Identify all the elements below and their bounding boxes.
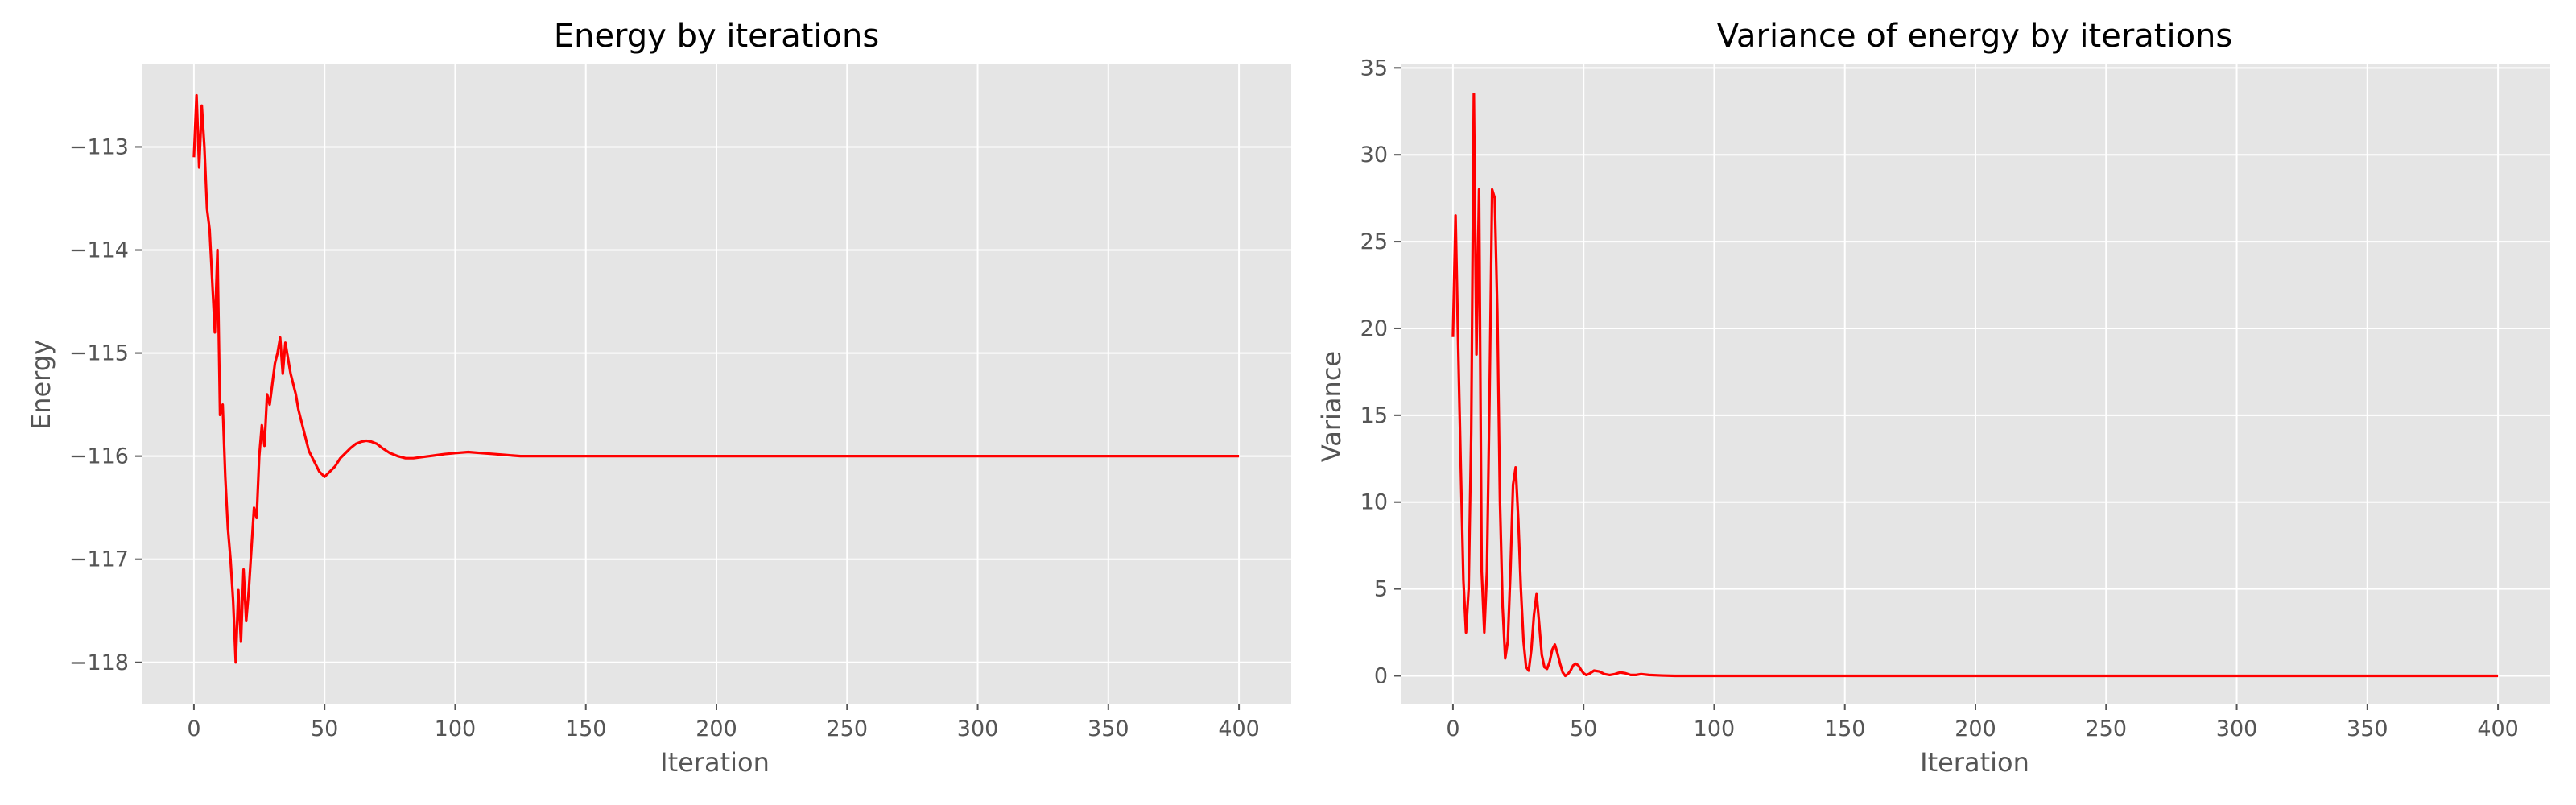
x-tick-label: 350 xyxy=(1088,716,1129,741)
y-tick-label: −114 xyxy=(69,238,129,263)
variance-chart: Variance of energy by iterations Iterati… xyxy=(1316,18,2550,778)
x-axis-label: Iteration xyxy=(660,747,770,778)
y-tick-label: 10 xyxy=(1360,490,1388,515)
series-line xyxy=(192,93,1240,664)
x-axis-label: Iteration xyxy=(1920,747,2029,778)
y-tick-label: 20 xyxy=(1360,316,1388,341)
x-tick-label: 300 xyxy=(2216,716,2258,741)
x-tick-label: 50 xyxy=(311,716,338,741)
ticks: 0 50 100 150 200 250 300 350 400 0 5 10 15 20 25 30 35 xyxy=(1360,56,2519,741)
x-tick-label: 50 xyxy=(1570,716,1597,741)
x-tick-label: 400 xyxy=(2477,716,2519,741)
series-line xyxy=(1451,93,2499,678)
y-tick-label: 5 xyxy=(1374,577,1388,602)
x-tick-label: 350 xyxy=(2347,716,2388,741)
ticks: 0 50 100 150 200 250 300 350 400 −118 −117 −116 −115… xyxy=(69,134,1260,741)
y-tick-label: −115 xyxy=(69,341,129,366)
x-tick-label: 400 xyxy=(1218,716,1260,741)
x-tick-label: 250 xyxy=(2085,716,2127,741)
y-tick-label: −113 xyxy=(69,134,129,159)
x-tick-label: 300 xyxy=(957,716,999,741)
x-tick-label: 250 xyxy=(826,716,868,741)
y-axis-label: Energy xyxy=(26,340,56,430)
y-tick-label: −118 xyxy=(69,650,129,675)
y-tick-label: −117 xyxy=(69,547,129,572)
y-tick-label: −116 xyxy=(69,444,129,469)
y-axis-label: Variance xyxy=(1316,351,1347,462)
x-tick-label: 200 xyxy=(1955,716,1996,741)
x-tick-label: 150 xyxy=(1824,716,1866,741)
y-tick-label: 0 xyxy=(1374,663,1388,688)
y-tick-label: 15 xyxy=(1360,403,1388,428)
x-tick-label: 200 xyxy=(696,716,737,741)
x-tick-label: 0 xyxy=(187,716,200,741)
x-tick-label: 150 xyxy=(565,716,607,741)
y-tick-label: 35 xyxy=(1360,56,1388,80)
energy-chart: Energy by iterations Iteration Energy 0 5… xyxy=(26,18,1291,778)
x-tick-label: 0 xyxy=(1446,716,1459,741)
x-tick-label: 100 xyxy=(1694,716,1736,741)
chart-title: Variance of energy by iterations xyxy=(1717,18,2232,55)
x-tick-label: 100 xyxy=(435,716,477,741)
y-tick-label: 30 xyxy=(1360,142,1388,167)
y-tick-label: 25 xyxy=(1360,229,1388,254)
chart-title: Energy by iterations xyxy=(554,18,879,55)
